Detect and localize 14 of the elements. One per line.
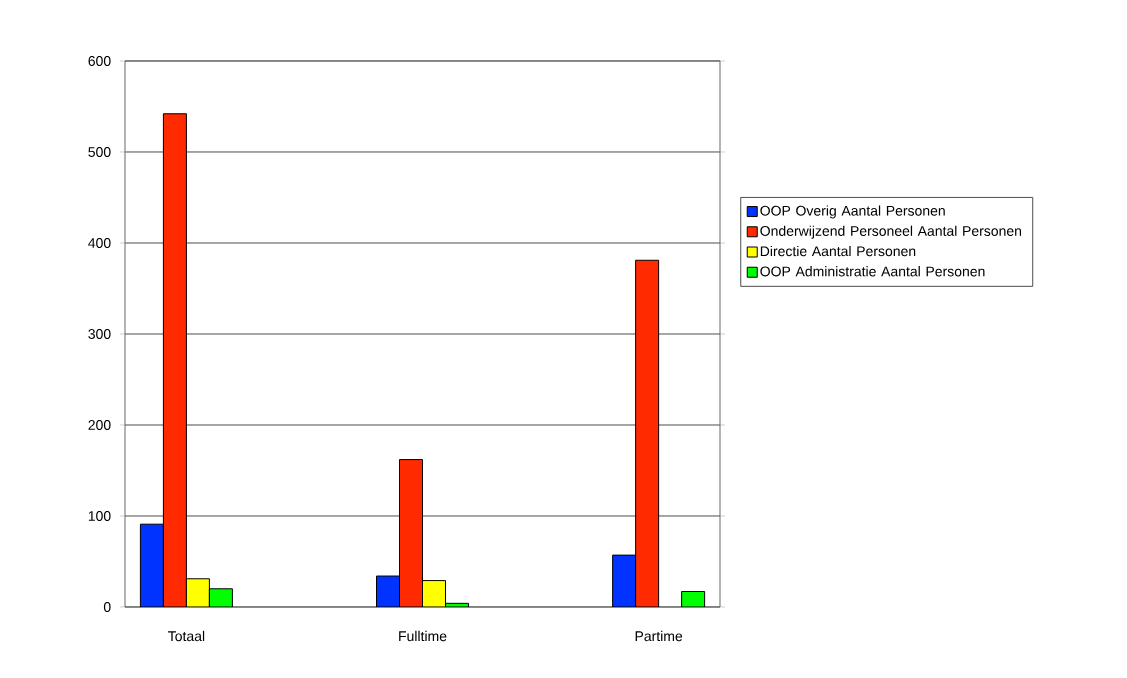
y-tick-label: 0 [103, 602, 111, 612]
x-tick-label: Partime [635, 630, 683, 642]
legend-label: OOP Overig Aantal Personen [760, 205, 945, 219]
y-tick-label: 500 [88, 147, 111, 157]
legend-label: OOP Administratie Aantal Personen [760, 266, 985, 277]
y-tick-label: 200 [88, 420, 111, 430]
y-tick-label: 400 [88, 238, 111, 248]
y-tick-label: 300 [88, 329, 111, 339]
y-tick-label: 600 [88, 56, 111, 66]
x-tick-label: Fulltime [399, 630, 447, 642]
y-tick-label: 100 [88, 511, 111, 521]
legend-label: Onderwijzend Personeel Aantal Personen [760, 225, 1022, 239]
x-tick-label: Totaal [168, 630, 205, 642]
legend-label: Directie Aantal Personen [760, 245, 916, 257]
